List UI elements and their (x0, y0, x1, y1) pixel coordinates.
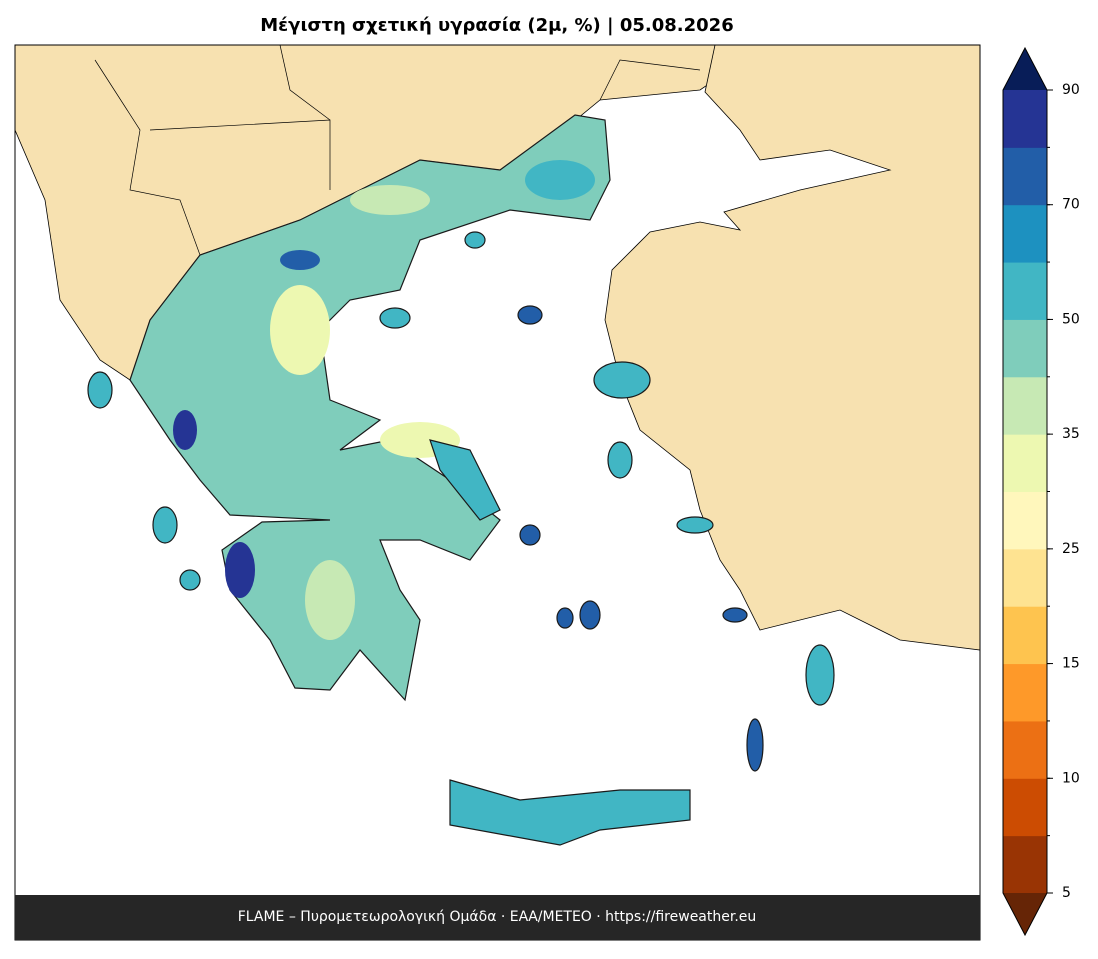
evia (429, 439, 501, 521)
colorbar-tick-label: 5 (1062, 885, 1071, 901)
andros (519, 524, 541, 546)
colorbar-extend-over (1003, 48, 1047, 90)
lesvos (593, 361, 651, 399)
colorbar-tick-label: 90 (1062, 82, 1080, 98)
colorbar: 5 10 15 25 35 50 70 90 (1002, 46, 1080, 937)
colorbar-tick-label: 25 (1062, 541, 1080, 557)
colorbar-tick-label: 15 (1062, 656, 1080, 672)
map: FLAME – Πυρομετεωρολογική Ομάδα · ΕΑΑ/ME… (14, 44, 981, 941)
patch (525, 160, 595, 200)
karpathos (746, 718, 764, 772)
patch (280, 250, 320, 270)
colorbar-segment (1003, 204, 1047, 263)
colorbar-segment (1003, 835, 1047, 894)
colorbar-segment (1003, 548, 1047, 607)
zakynthos (179, 569, 201, 591)
paros (556, 607, 574, 629)
colorbar-segment (1003, 319, 1047, 378)
islands (87, 231, 835, 846)
chios (607, 441, 633, 479)
colorbar-segment (1003, 491, 1047, 550)
map-title: Μέγιστη σχετική υγρασία (2μ, %) | 05.08.… (260, 15, 733, 36)
humidity-patches (173, 160, 595, 640)
borders (94, 44, 701, 256)
samos (676, 516, 714, 534)
colorbar-segment (1003, 147, 1047, 206)
kos (722, 607, 748, 623)
kefalonia (152, 506, 178, 544)
colorbar-segment (1003, 778, 1047, 837)
samothrace (464, 231, 486, 249)
colorbar-extend-under (1003, 893, 1047, 935)
corfu (87, 371, 113, 409)
thassos (379, 307, 411, 329)
border-line (599, 59, 701, 101)
crete (449, 779, 691, 846)
footer-text: FLAME – Πυρομετεωρολογική Ομάδα · ΕΑΑ/ME… (238, 909, 757, 925)
colorbar-tick-label: 35 (1062, 426, 1080, 442)
patch (305, 560, 355, 640)
land-east (604, 44, 981, 651)
border-line (279, 44, 331, 121)
patch (173, 410, 197, 450)
lemnos (517, 305, 543, 325)
naxos (579, 600, 601, 630)
colorbar-tick-label: 50 (1062, 311, 1080, 327)
colorbar-segment (1003, 90, 1047, 148)
footer-band (15, 895, 980, 940)
colorbar-tick-label: 70 (1062, 197, 1080, 213)
border-line (94, 59, 201, 256)
colorbar-segment (1003, 720, 1047, 779)
patch (350, 185, 430, 215)
colorbar-segment (1003, 434, 1047, 492)
patch (225, 542, 255, 598)
patch (270, 285, 330, 375)
colorbar-segment (1003, 663, 1047, 722)
colorbar-segment (1003, 606, 1047, 665)
colorbar-tick-label: 10 (1062, 770, 1080, 786)
colorbar-segment (1003, 262, 1047, 320)
rhodes (805, 644, 835, 706)
colorbar-segment (1003, 376, 1047, 435)
